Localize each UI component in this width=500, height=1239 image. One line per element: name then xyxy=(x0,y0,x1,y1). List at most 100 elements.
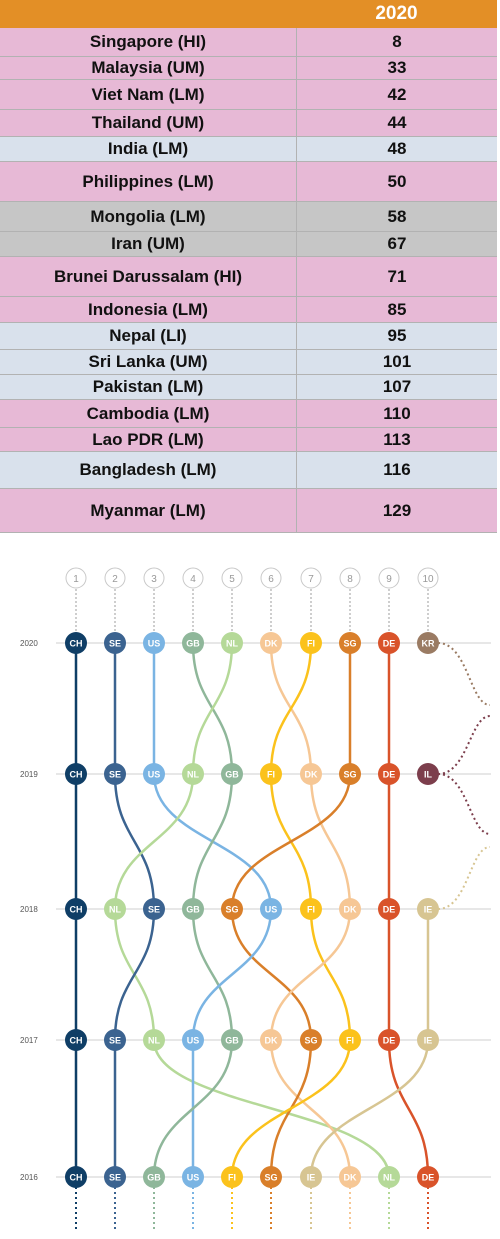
country-node-label: NL xyxy=(226,639,238,649)
country-node-label: FI xyxy=(307,639,315,649)
country-trajectory-line xyxy=(269,1039,352,1178)
rank-cell: 101 xyxy=(382,352,412,371)
country-trajectory-line xyxy=(309,908,352,1041)
country-node xyxy=(300,1029,322,1051)
country-cell: Thailand (UM) xyxy=(0,110,297,136)
rank-header-label: 1 xyxy=(73,574,79,585)
country-node xyxy=(104,763,126,785)
country-node-label: CH xyxy=(70,905,83,915)
country-node xyxy=(260,1166,282,1188)
country-node-label: SG xyxy=(343,639,356,649)
country-cell: Brunei Darussalam (HI) xyxy=(0,257,297,296)
country-node-label: SE xyxy=(148,905,160,915)
country-header-cell xyxy=(0,0,296,28)
country-node-label: SG xyxy=(264,1173,277,1183)
country-trajectory-line xyxy=(113,773,195,910)
dropout-dotted-line xyxy=(437,773,491,835)
country-node-label: SE xyxy=(109,639,121,649)
rank-cell: 42 xyxy=(387,84,407,104)
country-node xyxy=(65,1029,87,1051)
table-row: Iran (UM) 67 xyxy=(0,232,497,257)
country-cell: Viet Nam (LM) xyxy=(0,80,297,109)
country-trajectory-line xyxy=(152,1039,234,1178)
country-trajectory-line xyxy=(230,773,352,910)
rank-cell: 58 xyxy=(387,206,407,226)
country-node-label: DK xyxy=(265,1036,278,1046)
rank-header-circle xyxy=(300,567,322,589)
dropout-dotted-line xyxy=(437,642,491,706)
rank-header-label: 2 xyxy=(112,574,118,585)
table-row: Viet Nam (LM) 42 xyxy=(0,80,497,110)
table-row: Pakistan (LM) 107 xyxy=(0,375,497,400)
year-label: 2016 xyxy=(20,1173,38,1182)
country-cell: Iran (UM) xyxy=(0,232,297,256)
country-node xyxy=(417,632,439,654)
country-cell: India (LM) xyxy=(0,137,297,161)
country-node xyxy=(104,898,126,920)
year-label: 2019 xyxy=(20,770,38,779)
rank-header-label: 9 xyxy=(386,574,392,585)
table-row: Malaysia (UM) 33 xyxy=(0,57,497,80)
rank-header-label: 6 xyxy=(268,574,274,585)
country-node-label: DE xyxy=(383,770,396,780)
rank-header-circle xyxy=(339,567,361,589)
country-node-label: CH xyxy=(70,1036,83,1046)
rank-cell: 33 xyxy=(387,58,407,77)
rank-header-label: 7 xyxy=(308,574,314,585)
country-node xyxy=(339,1029,361,1051)
country-node xyxy=(182,898,204,920)
table-row: Sri Lanka (UM) 101 xyxy=(0,350,497,375)
country-node xyxy=(339,763,361,785)
country-node xyxy=(221,1029,243,1051)
country-node xyxy=(182,1029,204,1051)
country-node xyxy=(417,1166,439,1188)
country-node-label: US xyxy=(148,639,161,649)
country-cell: Nepal (LI) xyxy=(0,323,297,349)
country-node xyxy=(104,632,126,654)
table-row: Cambodia (LM) 110 xyxy=(0,400,497,428)
country-node xyxy=(221,632,243,654)
rank-cell: 129 xyxy=(382,500,412,520)
table-body: Singapore (HI) 8 Malaysia (UM) 33 Viet Nam (… xyxy=(0,28,497,533)
country-node xyxy=(182,763,204,785)
country-node xyxy=(143,763,165,785)
country-node-label: DK xyxy=(344,905,357,915)
country-trajectory-line xyxy=(269,642,313,775)
country-node xyxy=(260,763,282,785)
country-node xyxy=(378,1166,400,1188)
country-node xyxy=(143,1029,165,1051)
country-trajectory-line xyxy=(191,642,234,775)
country-node-label: SE xyxy=(109,770,121,780)
country-node xyxy=(65,763,87,785)
table-row: Thailand (UM) 44 xyxy=(0,110,497,137)
country-node xyxy=(143,1166,165,1188)
country-node-label: GB xyxy=(186,639,200,649)
country-node-label: GB xyxy=(225,770,239,780)
rank-cell: 67 xyxy=(387,234,407,253)
country-node-label: NL xyxy=(187,770,199,780)
country-node-label: IL xyxy=(424,770,433,780)
country-node xyxy=(378,1029,400,1051)
country-node-label: NL xyxy=(383,1173,395,1183)
country-node xyxy=(221,763,243,785)
year-header: 2020 xyxy=(375,3,418,24)
rank-header-label: 3 xyxy=(151,574,157,585)
country-node-label: GB xyxy=(147,1173,161,1183)
country-node xyxy=(378,898,400,920)
dropout-dotted-line xyxy=(437,715,491,775)
rank-cell: 71 xyxy=(387,266,407,286)
dropout-dotted-line xyxy=(437,846,491,910)
country-cell: Bangladesh (LM) xyxy=(0,452,297,488)
country-node-label: DK xyxy=(305,770,318,780)
rank-header-circle xyxy=(417,567,439,589)
country-cell: Indonesia (LM) xyxy=(0,297,297,322)
country-node xyxy=(300,898,322,920)
country-node-label: FI xyxy=(346,1036,354,1046)
country-node-label: DK xyxy=(265,639,278,649)
table-row: Philippines (LM) 50 xyxy=(0,162,497,202)
country-node xyxy=(339,1166,361,1188)
country-node xyxy=(104,1029,126,1051)
table-header: 2020 xyxy=(0,0,497,28)
table-row: Myanmar (LM) 129 xyxy=(0,489,497,533)
country-node xyxy=(65,1166,87,1188)
